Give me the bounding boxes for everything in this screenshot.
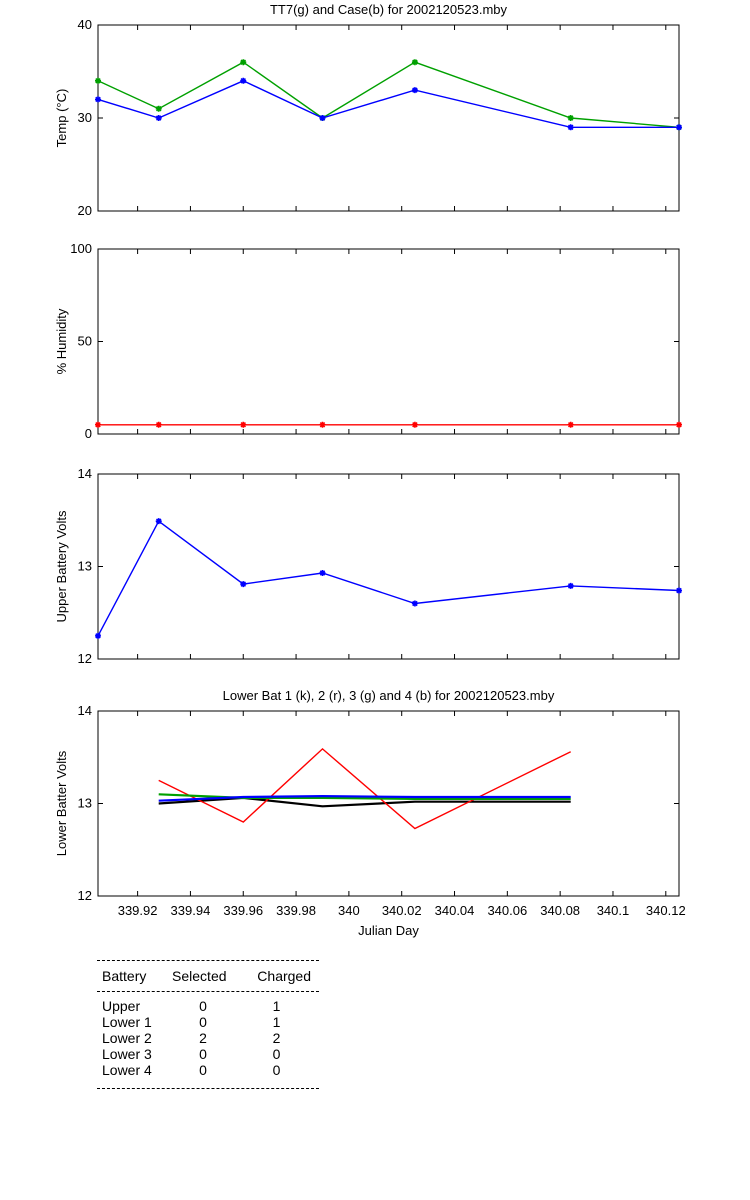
y-axis-label: Upper Battery Volts — [54, 510, 69, 622]
series-line-black — [158, 796, 571, 808]
data-point-red — [95, 421, 101, 428]
cell-battery: Lower 1 — [102, 1014, 152, 1030]
data-point-blue — [319, 115, 326, 121]
cell-selected: 0 — [199, 998, 207, 1014]
data-point-blue — [95, 96, 101, 103]
x-tick-label: 340.08 — [540, 903, 580, 918]
data-point-red — [567, 421, 574, 428]
data-point-blue — [319, 569, 326, 576]
cell-charged: 2 — [272, 1030, 281, 1046]
data-point-blue — [567, 582, 574, 589]
table-row: Lower 2 2 2 — [97, 1030, 319, 1046]
x-tick-label: 339.98 — [276, 903, 316, 918]
table-rule-bottom — [97, 1088, 319, 1089]
x-tick-label: 340.06 — [487, 903, 527, 918]
y-tick-label: 13 — [78, 559, 92, 574]
y-tick-label: 14 — [78, 466, 92, 481]
data-point-red — [319, 421, 326, 428]
data-point-red — [240, 421, 247, 428]
y-axis-label: % Humidity — [54, 308, 69, 374]
data-point-green — [95, 77, 101, 84]
y-tick-label: 100 — [70, 241, 92, 256]
plot-frame — [97, 248, 680, 435]
data-point-blue — [567, 124, 574, 131]
cell-charged: 0 — [272, 1062, 281, 1078]
cell-selected: 0 — [199, 1062, 207, 1078]
table-row: Lower 1 0 1 — [97, 1014, 319, 1030]
x-tick-label: 340.02 — [382, 903, 422, 918]
cell-battery: Lower 2 — [102, 1030, 152, 1046]
y-tick-label: 20 — [78, 203, 92, 218]
x-tick-label: 339.92 — [118, 903, 158, 918]
series-line-blue — [97, 520, 680, 637]
data-point-green — [567, 115, 574, 121]
y-tick-label: 12 — [78, 888, 92, 903]
header-battery: Battery — [102, 968, 147, 984]
y-tick-label: 50 — [78, 334, 92, 349]
data-point-red — [155, 421, 162, 428]
x-tick-label: 340 — [338, 903, 360, 918]
cell-battery: Lower 3 — [102, 1046, 152, 1062]
cell-battery: Lower 4 — [102, 1062, 152, 1078]
y-tick-label: 12 — [78, 651, 92, 666]
cell-selected: 0 — [199, 1046, 207, 1062]
chart-title: Lower Bat 1 (k), 2 (r), 3 (g) and 4 (b) … — [223, 688, 555, 703]
cell-charged: 0 — [272, 1046, 281, 1062]
table-row: Lower 4 0 0 — [97, 1062, 319, 1078]
y-tick-label: 40 — [78, 17, 92, 32]
data-point-green — [411, 59, 418, 66]
y-tick-label: 30 — [78, 110, 92, 125]
data-point-blue — [411, 87, 418, 94]
cell-selected: 2 — [199, 1030, 207, 1046]
x-tick-label: 339.94 — [171, 903, 211, 918]
x-tick-label: 340.12 — [646, 903, 686, 918]
table-row: Upper 0 1 — [97, 998, 319, 1014]
series-line-blue — [158, 794, 571, 802]
series-line-green — [158, 793, 571, 801]
data-point-blue — [411, 600, 418, 607]
cell-selected: 0 — [199, 1014, 207, 1030]
data-point-green — [155, 105, 162, 112]
cell-charged: 1 — [272, 1014, 281, 1030]
header-charged: Charged — [257, 968, 311, 984]
plot-frame — [97, 473, 680, 660]
y-tick-label: 14 — [78, 703, 92, 718]
y-axis-label: Lower Batter Volts — [54, 750, 69, 856]
header-selected: Selected — [172, 968, 227, 984]
data-point-blue — [240, 581, 247, 588]
chart-title: TT7(g) and Case(b) for 2002120523.mby — [270, 2, 508, 17]
table-header-row: Battery Selected Charged — [97, 961, 319, 991]
series-line-red — [158, 747, 572, 830]
data-point-blue — [240, 77, 247, 84]
x-tick-label: 340.04 — [435, 903, 475, 918]
x-tick-label: 339.96 — [223, 903, 263, 918]
table-rule-mid — [97, 991, 319, 992]
x-axis-label: Julian Day — [358, 923, 419, 938]
cell-battery: Upper — [102, 998, 141, 1014]
y-tick-label: 13 — [78, 796, 92, 811]
cell-charged: 1 — [272, 998, 281, 1014]
y-tick-label: 0 — [85, 426, 92, 441]
plot-frame — [97, 24, 680, 212]
y-axis-label: Temp (°C) — [54, 89, 69, 148]
data-point-red — [676, 421, 682, 428]
data-point-blue — [676, 587, 682, 594]
data-point-green — [240, 59, 247, 66]
data-point-blue — [155, 518, 162, 525]
battery-status-table: Battery Selected Charged Upper 0 1 Lower… — [97, 960, 319, 1089]
series-line-green — [97, 61, 680, 128]
data-point-blue — [676, 124, 682, 131]
data-point-blue — [95, 632, 101, 639]
x-tick-label: 340.1 — [597, 903, 630, 918]
data-point-blue — [155, 115, 162, 121]
table-rule-top — [97, 960, 319, 961]
table-row: Lower 3 0 0 — [97, 1046, 319, 1062]
data-point-red — [411, 421, 418, 428]
